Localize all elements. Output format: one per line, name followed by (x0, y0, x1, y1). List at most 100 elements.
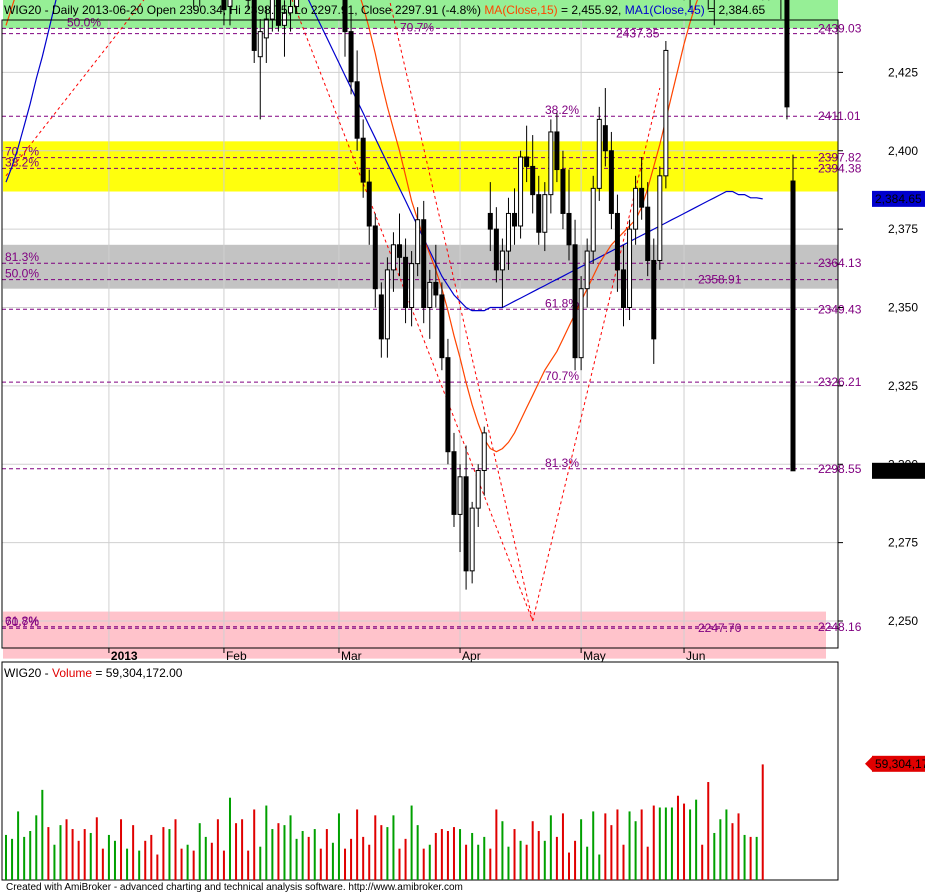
volume-bar (598, 854, 601, 880)
volume-bar (17, 811, 20, 880)
volume-bar (222, 850, 225, 880)
volume-bar (670, 807, 673, 880)
volume-bar (471, 832, 474, 880)
volume-bar (253, 809, 256, 880)
price-badge-label: 2,384.65 (875, 192, 922, 206)
candlesticks (193, 0, 796, 590)
candle-body (554, 131, 560, 171)
volume-bar (519, 840, 522, 880)
y-tick-label: 2,325 (888, 379, 918, 393)
candle-body (294, 0, 300, 8)
volume-bar (440, 829, 443, 880)
volume-bar (658, 807, 661, 880)
candle-body (227, 0, 233, 8)
header-symbol-info: WIG20 - Daily 2013-06-20 Open 2390.34, H… (4, 3, 481, 17)
volume-bar (162, 827, 165, 880)
volume-bar (664, 807, 667, 880)
volume-panel-frame (1, 661, 839, 881)
volume-bar (507, 846, 510, 880)
volume-bar (543, 840, 546, 880)
volume-bar (374, 815, 377, 880)
header-ma45-label: MA1(Close,45) (625, 3, 705, 17)
candle-body (663, 49, 669, 177)
volume-bar (89, 832, 92, 880)
volume-badge-pointer (865, 756, 872, 771)
volume-bar (459, 829, 462, 880)
fib-left-label: 70.7% (400, 21, 434, 35)
candle-body (403, 256, 409, 308)
zone-band-4 (3, 611, 826, 659)
footer-credit: Created with AmiBroker - advanced charti… (6, 882, 463, 893)
volume-bar (495, 809, 498, 880)
volume-bars (5, 764, 764, 880)
candle-body (263, 18, 269, 39)
volume-bar (561, 813, 564, 880)
volume-bar (307, 836, 310, 880)
fib-right-label: 2349.43 (818, 302, 862, 316)
candle-body (475, 470, 481, 509)
y-tick-label: 2,375 (888, 222, 918, 236)
fib-left-label: 70.7% (5, 615, 39, 629)
candle-body (505, 212, 511, 252)
volume-bar (210, 842, 213, 880)
candle-body (639, 187, 645, 208)
volume-bar (350, 838, 353, 880)
volume-bar (247, 850, 250, 880)
fib-right-label: 2364.13 (818, 256, 862, 270)
volume-bar (380, 825, 383, 880)
volume-bar (259, 846, 262, 880)
candle-body (397, 244, 402, 258)
fib-left-label: 38.2% (545, 103, 579, 117)
volume-bar (228, 797, 231, 880)
candle-body (566, 212, 572, 246)
volume-bar (138, 850, 141, 880)
volume-bar (525, 844, 528, 880)
price-grid (2, 20, 838, 648)
volume-bar (186, 844, 189, 880)
candle-body (608, 150, 614, 214)
candle-body (251, 0, 257, 51)
volume-badge-label: 59,304,17 (875, 757, 925, 771)
volume-bar (241, 819, 244, 880)
candle-body (560, 169, 566, 214)
fib-right-label: 2437.35 (616, 27, 660, 41)
fib-right-label: 2247.70 (698, 621, 742, 635)
volume-bar (652, 805, 655, 880)
volume-bar (574, 840, 577, 880)
fibonacci-zones (3, 0, 838, 659)
fib-left-label: 61.8% (5, 614, 39, 628)
volume-bar (325, 829, 328, 880)
candle-body (627, 228, 633, 308)
y-tick-label: 2,275 (888, 536, 918, 550)
volume-bar (192, 850, 195, 880)
volume-bar (156, 854, 159, 880)
volume-bar (362, 836, 365, 880)
candle-body (657, 175, 663, 261)
volume-bar (640, 809, 643, 880)
volume-bar (216, 819, 219, 880)
candle-body (415, 219, 421, 265)
volume-bar (301, 831, 304, 880)
volume-bar (628, 811, 631, 880)
candle-body (445, 357, 451, 453)
x-tick-label: Apr (462, 649, 481, 663)
volume-bar (235, 823, 238, 880)
volume-bar (755, 836, 758, 880)
volume-bar (356, 809, 359, 880)
y-tick-label: 2,400 (888, 144, 918, 158)
volume-bar (65, 819, 68, 880)
volume-bar (331, 842, 334, 880)
candle-body (633, 187, 639, 230)
volume-bar (434, 832, 437, 880)
fib-right-label: 2439.03 (818, 21, 862, 35)
trend-line-long-fall (291, 0, 534, 622)
volume-bar (265, 805, 268, 880)
header-ma45-value: = 2,384.65 (705, 3, 766, 17)
fib-right-label: 2394.38 (818, 161, 862, 175)
candle-body (651, 259, 657, 340)
candle-body (421, 219, 427, 308)
header-ma15-value: = 2,455.92, (558, 3, 622, 17)
candle-body (524, 156, 530, 167)
candle-body (614, 212, 620, 271)
